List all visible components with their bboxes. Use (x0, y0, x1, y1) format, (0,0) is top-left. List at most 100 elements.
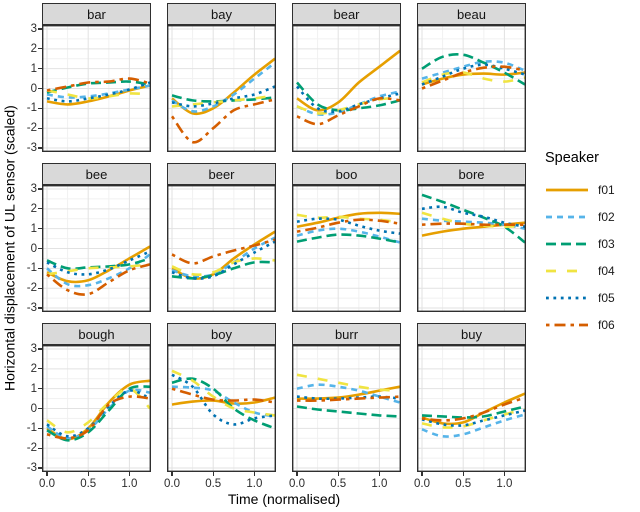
line-f05 (46, 81, 151, 103)
line-f06 (171, 387, 276, 404)
facet-strip-label: bar (87, 6, 106, 22)
y-tick-label: 1 (30, 62, 37, 75)
y-tick-label: 1 (30, 382, 37, 395)
x-tick-mark (46, 472, 48, 476)
legend-label: f05 (598, 290, 615, 305)
legend-key-f05 (546, 296, 588, 299)
line-f06 (421, 222, 525, 227)
x-tick-label: 0.5 (80, 478, 97, 490)
y-tick-mark (38, 368, 42, 370)
facet-strip-label: bay (211, 6, 232, 22)
y-tick-label: 2 (30, 202, 37, 215)
legend-items: f01 f02 f03 f04 f05 f06 (545, 176, 640, 338)
facet-strip-label: boy (211, 326, 232, 342)
line-f05 (171, 240, 276, 280)
facet-strip-label: burr (334, 326, 359, 342)
legend-key-f02 (546, 215, 588, 218)
line-f06 (296, 96, 401, 126)
line-f01 (296, 211, 401, 228)
x-tick-label: 1.0 (246, 478, 263, 490)
facet-panel-bough (42, 345, 151, 472)
legend-label: f04 (598, 263, 615, 278)
facet-panel-boo (292, 185, 401, 312)
facet-strip-label: beer (208, 166, 235, 182)
y-tick-mark (38, 48, 42, 50)
facet-strip-bough: bough (42, 323, 151, 345)
x-tick-mark (378, 472, 381, 476)
legend-label: f06 (598, 317, 615, 332)
line-f04 (421, 71, 526, 84)
line-f03 (171, 377, 276, 430)
line-f01 (296, 49, 401, 112)
x-tick-label: 0.5 (205, 478, 222, 490)
line-f06 (171, 238, 276, 265)
line-f05 (421, 409, 526, 427)
y-tick-label: 1 (30, 222, 37, 235)
panel-plot (167, 345, 276, 472)
y-tick-mark (38, 147, 42, 149)
x-tick-mark (253, 472, 256, 476)
line-f04 (421, 408, 526, 429)
x-axis-title: Time (normalised) (227, 491, 341, 507)
y-tick-label: 3 (30, 23, 37, 35)
legend-item-f01: f01 (545, 176, 640, 203)
facet-strip-burr: burr (292, 323, 401, 345)
facet-strip-label: buy (461, 326, 482, 342)
line-f01 (171, 396, 276, 406)
x-tick-mark (212, 472, 214, 476)
facet-strip-bay: bay (167, 3, 276, 25)
y-tick-label: -2 (26, 442, 37, 455)
y-tick-mark (38, 287, 42, 289)
legend-item-f05: f05 (545, 284, 640, 311)
y-tick-mark (38, 107, 42, 109)
line-f02 (421, 413, 526, 438)
facet-strip-beau: beau (417, 3, 526, 25)
line-f04 (421, 211, 526, 229)
facet-panel-beer (167, 185, 276, 312)
x-tick-mark (503, 472, 506, 476)
facet-strip-label: beau (457, 6, 486, 22)
line-f03 (46, 385, 151, 442)
facet-panel-bay (167, 25, 276, 152)
y-tick-label: 2 (30, 362, 37, 375)
line-f04 (171, 257, 276, 276)
legend-label: f03 (598, 236, 615, 251)
y-tick-mark (38, 68, 42, 70)
x-tick-mark (128, 472, 131, 476)
y-tick-mark (38, 247, 42, 250)
legend-key-f03 (546, 242, 588, 245)
panel-plot (292, 185, 401, 312)
panel-plot (167, 185, 276, 312)
facet-panel-burr (292, 345, 401, 472)
line-f02 (296, 90, 401, 116)
line-f03 (296, 81, 401, 112)
line-f06 (296, 395, 401, 402)
line-f04 (296, 373, 401, 392)
y-tick-mark (38, 127, 42, 129)
y-tick-label: -1 (26, 262, 37, 275)
facet-panel-bore (417, 185, 526, 312)
panel-plot (292, 345, 401, 472)
legend-item-f03: f03 (545, 230, 640, 257)
line-f01 (46, 84, 151, 106)
x-tick-label: 0.0 (164, 478, 180, 490)
y-tick-label: 2 (30, 42, 37, 55)
line-f06 (46, 77, 151, 92)
x-tick-label: 0.5 (330, 478, 347, 490)
x-tick-mark (296, 472, 298, 476)
x-tick-label: 1.0 (371, 478, 388, 490)
y-tick-mark (38, 307, 42, 309)
y-tick-label: 0 (30, 402, 37, 415)
y-tick-label: -2 (26, 122, 37, 135)
facet-strip-bar: bar (42, 3, 151, 25)
line-f05 (171, 85, 276, 108)
facet-strip-buy: buy (417, 323, 526, 345)
x-tick-label: 1.0 (121, 478, 138, 490)
y-tick-label: 0 (30, 242, 37, 255)
x-tick-label: 1.0 (496, 478, 513, 490)
line-f05 (296, 217, 401, 235)
x-tick-label: 0.0 (414, 478, 430, 490)
facet-panel-bee (42, 185, 151, 312)
line-f06 (296, 218, 401, 233)
